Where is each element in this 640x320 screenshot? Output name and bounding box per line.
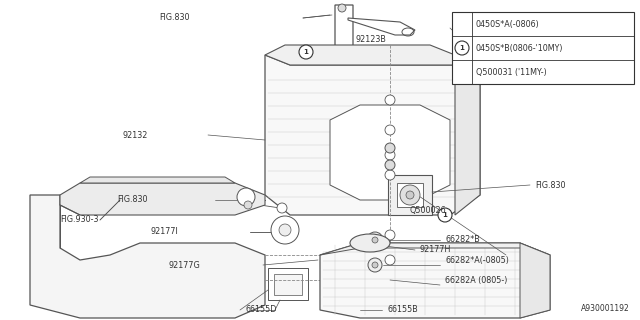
Circle shape bbox=[237, 188, 255, 206]
Circle shape bbox=[277, 203, 287, 213]
Polygon shape bbox=[335, 5, 353, 50]
Polygon shape bbox=[397, 183, 423, 207]
Polygon shape bbox=[348, 18, 415, 35]
Text: 1: 1 bbox=[443, 212, 447, 218]
Polygon shape bbox=[265, 55, 480, 215]
FancyBboxPatch shape bbox=[452, 12, 634, 84]
Polygon shape bbox=[330, 105, 450, 200]
Text: A930001192: A930001192 bbox=[581, 304, 630, 313]
Polygon shape bbox=[80, 177, 235, 183]
Text: 92177H: 92177H bbox=[420, 245, 451, 254]
Text: 92123B: 92123B bbox=[355, 36, 386, 44]
Text: 92177G: 92177G bbox=[168, 260, 200, 269]
Text: FIG.930-3: FIG.930-3 bbox=[60, 215, 99, 225]
Circle shape bbox=[279, 224, 291, 236]
Circle shape bbox=[385, 230, 395, 240]
Polygon shape bbox=[455, 65, 480, 215]
Circle shape bbox=[438, 208, 452, 222]
Polygon shape bbox=[265, 45, 455, 65]
Circle shape bbox=[372, 237, 378, 243]
Polygon shape bbox=[320, 243, 550, 318]
Text: 66155B: 66155B bbox=[388, 306, 419, 315]
Circle shape bbox=[338, 4, 346, 12]
Circle shape bbox=[385, 160, 395, 170]
Text: 0450S*A(-0806): 0450S*A(-0806) bbox=[476, 20, 540, 28]
Text: FIG.830: FIG.830 bbox=[159, 13, 190, 22]
Text: 92177I: 92177I bbox=[150, 228, 178, 236]
Polygon shape bbox=[274, 274, 302, 295]
Text: 1: 1 bbox=[303, 49, 308, 55]
Circle shape bbox=[368, 258, 382, 272]
Circle shape bbox=[385, 125, 395, 135]
Text: 92132: 92132 bbox=[123, 131, 148, 140]
Circle shape bbox=[372, 262, 378, 268]
Circle shape bbox=[385, 143, 395, 153]
Text: 66155D: 66155D bbox=[245, 306, 276, 315]
Circle shape bbox=[385, 95, 395, 105]
Circle shape bbox=[299, 45, 313, 59]
Text: 66282*B: 66282*B bbox=[445, 236, 480, 244]
Circle shape bbox=[385, 255, 395, 265]
Text: Q500026: Q500026 bbox=[410, 205, 447, 214]
Text: 66282A (0805-): 66282A (0805-) bbox=[445, 276, 508, 284]
Circle shape bbox=[455, 41, 469, 55]
Circle shape bbox=[244, 201, 252, 209]
Polygon shape bbox=[268, 268, 308, 300]
Text: FIG.830: FIG.830 bbox=[118, 196, 148, 204]
Circle shape bbox=[406, 191, 414, 199]
Text: FIG.830: FIG.830 bbox=[535, 180, 566, 189]
Polygon shape bbox=[320, 243, 550, 255]
Polygon shape bbox=[60, 183, 265, 215]
Text: 1: 1 bbox=[460, 45, 465, 51]
Polygon shape bbox=[520, 243, 550, 318]
Polygon shape bbox=[388, 175, 432, 215]
Text: 0450S*B(0806-'10MY): 0450S*B(0806-'10MY) bbox=[476, 44, 563, 52]
Text: 66282*A(-0805): 66282*A(-0805) bbox=[445, 255, 509, 265]
Circle shape bbox=[367, 232, 383, 248]
Circle shape bbox=[271, 216, 299, 244]
Text: Q500031 ('11MY-): Q500031 ('11MY-) bbox=[476, 68, 547, 76]
Circle shape bbox=[385, 170, 395, 180]
Polygon shape bbox=[30, 195, 265, 318]
Circle shape bbox=[400, 185, 420, 205]
Ellipse shape bbox=[350, 234, 390, 252]
Circle shape bbox=[385, 150, 395, 160]
